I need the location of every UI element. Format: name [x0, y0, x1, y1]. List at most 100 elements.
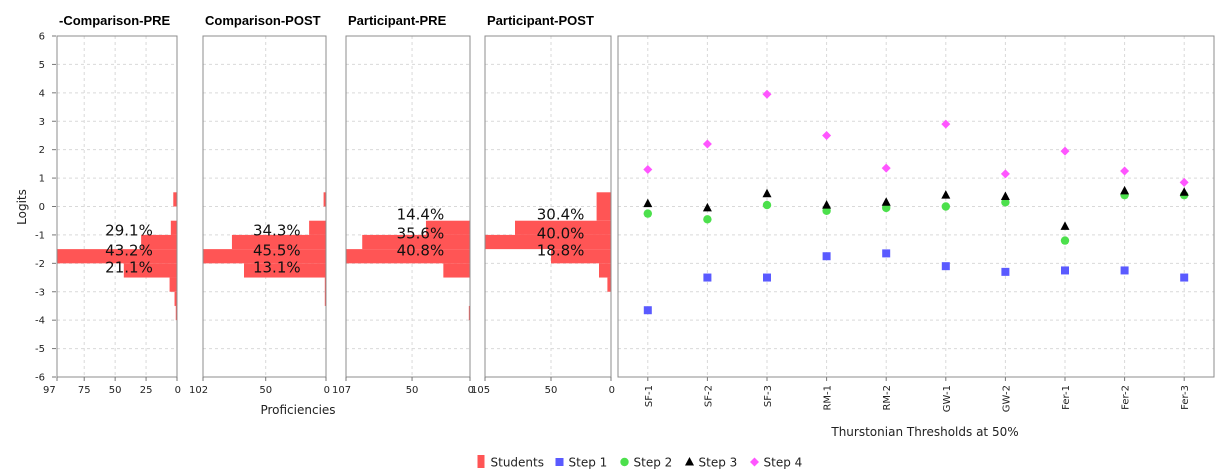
data-point-square: [822, 252, 831, 261]
data-point-diamond: [702, 139, 712, 149]
scatter-points: [643, 89, 1189, 315]
legend-label: Step 2: [634, 456, 673, 469]
y-tick-label: -1: [35, 230, 45, 241]
panel-frame: [484, 35, 612, 378]
data-point-triangle: [1060, 221, 1070, 230]
percentage-label: 35.6%: [397, 224, 445, 242]
histogram-bar: [203, 249, 326, 264]
data-point-square: [1180, 273, 1189, 282]
panel-title: Participant-POST: [487, 13, 594, 28]
data-point-diamond: [822, 130, 832, 140]
x-tick-label: 25: [140, 385, 153, 396]
histogram-bar: [244, 263, 326, 278]
percentage-label: 30.4%: [537, 205, 585, 223]
panel-title: Participant-PRE: [348, 13, 447, 28]
data-point-circle: [643, 209, 652, 218]
legend-label: Step 3: [699, 456, 738, 469]
x-tick-label: 0: [175, 385, 181, 396]
data-point-square: [763, 273, 771, 282]
data-point-square: [1001, 267, 1010, 276]
data-point-circle: [703, 215, 712, 224]
data-point-triangle: [1000, 191, 1010, 201]
category-label: Fer-3: [1180, 385, 1191, 410]
percentage-label: 18.8%: [537, 242, 585, 260]
data-point-square: [882, 249, 891, 258]
category-label: SF-1: [644, 385, 655, 407]
data-point-square: [643, 306, 652, 315]
data-point-triangle: [1120, 185, 1130, 195]
percentage-label: 43.2%: [105, 242, 153, 260]
data-point-triangle: [702, 202, 712, 212]
percentage-label: 45.5%: [253, 242, 301, 260]
chart-text: 6 5 4 3 2 1 0 -1 -2 -3 -4 -5 -6 Logits -Comparison-PRE…: [15, 13, 1191, 439]
histogram-bar: [607, 277, 611, 292]
data-point-diamond: [1120, 166, 1130, 176]
y-tick-label: -5: [35, 344, 45, 355]
x-tick-label: 50: [109, 385, 122, 396]
legend-marker: [750, 457, 759, 467]
x-tick-label: 50: [545, 385, 558, 396]
x-tick-label: 105: [471, 385, 490, 396]
data-point-triangle: [822, 200, 832, 209]
histogram-bar: [309, 220, 326, 235]
percentage-label: 40.8%: [397, 242, 445, 260]
percentage-label: 13.1%: [253, 259, 301, 277]
histogram-bars: [57, 192, 611, 321]
histogram-bar: [468, 305, 470, 321]
x-tick-label: 0: [324, 385, 330, 396]
x-tick-label: 102: [189, 385, 208, 396]
histogram-bar: [57, 249, 177, 264]
histogram-bar: [141, 234, 177, 250]
y-tick-label: 3: [39, 117, 45, 128]
category-label: SF-3: [763, 385, 774, 407]
histogram-bar: [443, 263, 470, 278]
histogram-bar: [324, 291, 326, 306]
data-point-triangle: [643, 198, 653, 208]
percentage-label: 29.1%: [105, 222, 153, 240]
legend-label: Students: [491, 456, 545, 469]
percentage-label: 21.1%: [105, 259, 153, 277]
panel-title: -Comparison-PRE: [59, 13, 171, 28]
data-point-square: [703, 273, 712, 282]
x-tick-label: 107: [332, 385, 351, 396]
y-tick-label: 5: [39, 60, 45, 71]
data-point-triangle: [762, 188, 772, 198]
data-point-circle: [1001, 198, 1010, 207]
y-tick-label: -3: [35, 287, 45, 298]
histogram-bar: [551, 249, 611, 264]
histogram-bar: [599, 263, 611, 278]
histogram-bar: [515, 220, 611, 235]
panel-frame: [617, 35, 1215, 378]
category-label: GW-2: [1001, 385, 1012, 412]
percentage-label: 34.3%: [253, 222, 301, 240]
x-axis-label: Proficiencies: [260, 403, 335, 417]
data-point-square: [1120, 266, 1129, 275]
panel-frame: [56, 35, 178, 378]
y-tick-label: -4: [35, 316, 45, 327]
data-point-triangle: [1179, 187, 1189, 196]
y-tick-label: 0: [39, 202, 45, 213]
histogram-bar: [231, 234, 326, 250]
y-tick-label: 2: [39, 145, 45, 156]
y-tick-label: -6: [35, 373, 45, 384]
x-tick-label: 0: [609, 385, 615, 396]
category-label: RM-2: [882, 385, 893, 411]
histogram-bar: [425, 220, 470, 235]
histogram-bar: [596, 206, 611, 221]
plot-frames: [52, 35, 1215, 381]
histogram-bar: [596, 192, 611, 207]
data-point-diamond: [881, 163, 891, 173]
category-label: Fer-2: [1121, 385, 1132, 410]
histogram-bar: [175, 305, 177, 321]
x-tick-label: 50: [406, 385, 419, 396]
data-point-circle: [882, 203, 891, 213]
y-tick-label: 6: [39, 32, 45, 43]
data-point-circle: [941, 202, 950, 211]
histogram-bar: [123, 263, 177, 278]
data-point-diamond: [1000, 169, 1010, 179]
histogram-bar: [362, 234, 470, 250]
panel-frame: [202, 35, 327, 378]
percentage-label: 14.4%: [397, 205, 445, 223]
category-label: GW-1: [942, 385, 953, 412]
